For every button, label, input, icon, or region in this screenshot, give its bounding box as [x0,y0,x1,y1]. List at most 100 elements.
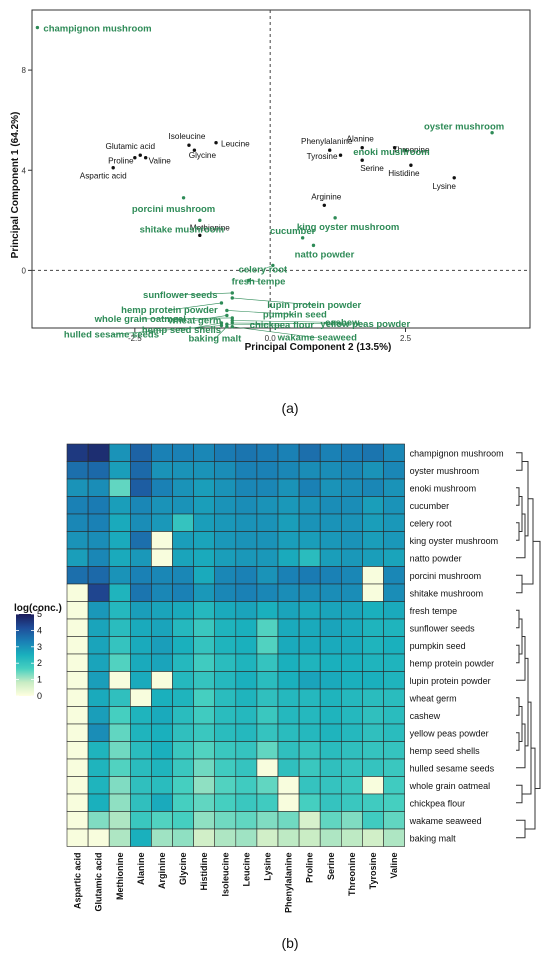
label-shitake-mushroom: shitake mushroom [140,224,224,235]
cell-cashew-methionine [108,706,131,725]
cell-baking-malt-glutamic-acid [87,828,110,847]
cell-pumpkin-seed-phenylalanine [277,636,300,655]
cell-chickpea-flour-alanine [130,793,152,812]
cell-chickpea-flour-tyrosine [362,793,384,812]
cell-enoki-mushroom-methionine [108,478,131,497]
point-enoki-mushroom [403,148,408,152]
cell-hemp-seed-shells-threonine [340,741,363,760]
cell-hemp-seed-shells-histidine [193,741,216,760]
cell-enoki-mushroom-isoleucine [214,478,237,497]
cell-enoki-mushroom-phenylalanine [277,478,300,497]
cell-natto-powder-threonine [340,548,363,567]
cell-wheat-germ-threonine [340,688,363,707]
cell-wakame-seaweed-phenylalanine [277,811,300,830]
cell-hulled-sesame-seeds-threonine [340,758,363,777]
cell-chickpea-flour-isoleucine [214,793,237,812]
cell-fresh-tempe-isoleucine [214,601,237,620]
cell-wakame-seaweed-glycine [172,811,194,830]
dendro-branch [522,701,532,795]
row-label-celery-root: celery root [410,518,453,528]
cell-hemp-seed-shells-leucine [235,741,258,760]
cell-natto-powder-alanine [130,548,152,567]
cell-lupin-protein-powder-glycine [172,671,194,690]
cell-lupin-protein-powder-alanine [130,671,152,690]
row-label-pumpkin-seed: pumpkin seed [410,641,466,651]
column-label-proline: Proline [305,853,315,884]
cell-wheat-germ-isoleucine [214,688,237,707]
cell-baking-malt-tyrosine [362,828,384,847]
cell-hemp-protein-powder-alanine [130,653,152,672]
cell-celery-root-leucine [235,513,258,532]
x-tick-label: -2.5 [128,334,142,343]
row-label-baking-malt: baking malt [410,833,457,843]
cell-whole-grain-oatmeal-tyrosine [362,776,384,795]
legend-tick-label: 1 [37,675,42,685]
dendro-branch [516,487,520,506]
cell-yellow-peas-powder-tyrosine [362,723,384,742]
cell-fresh-tempe-arginine [151,601,173,620]
label-cucumber: cucumber [270,226,316,237]
row-label-enoki-mushroom: enoki mushroom [410,483,477,493]
cell-enoki-mushroom-arginine [151,478,173,497]
cell-cucumber-arginine [151,496,173,515]
column-label-aspartic-acid: Aspartic acid [73,853,83,910]
cell-yellow-peas-powder-glutamic-acid [87,723,110,742]
cell-champignon-mushroom-valine [383,443,405,462]
dendro-branch [516,697,520,716]
cell-porcini-mushroom-aspartic-acid [66,566,89,585]
cell-fresh-tempe-glutamic-acid [87,601,110,620]
cell-hemp-protein-powder-proline [298,653,321,672]
label-leucine: Leucine [221,140,250,149]
cell-wakame-seaweed-methionine [108,811,131,830]
cell-hemp-seed-shells-phenylalanine [277,741,300,760]
cell-fresh-tempe-tyrosine [362,601,384,620]
cell-lupin-protein-powder-tyrosine [362,671,384,690]
dendro-branch [516,819,526,839]
cell-cashew-glutamic-acid [87,706,110,725]
cell-champignon-mushroom-glycine [172,443,194,462]
row-label-hemp-protein-powder: hemp protein powder [410,658,495,668]
cell-cucumber-leucine [235,496,258,515]
cell-hemp-seed-shells-glutamic-acid [87,741,110,760]
point-whole-grain-oatmeal [230,316,234,320]
x-tick-label: 0.0 [265,334,277,343]
cell-wakame-seaweed-tyrosine [362,811,384,830]
column-label-threonine: Threonine [347,853,357,897]
cell-baking-malt-methionine [108,828,131,847]
cell-wheat-germ-valine [383,688,405,707]
column-label-valine: Valine [389,853,399,879]
cell-oyster-mushroom-aspartic-acid [66,461,89,480]
cell-fresh-tempe-glycine [172,601,194,620]
connector-sunflower-seeds [180,292,233,296]
cell-celery-root-tyrosine [362,513,384,532]
label-proline: Proline [108,157,134,166]
cell-hemp-protein-powder-glutamic-acid [87,653,110,672]
label-glutamic-acid: Glutamic acid [105,142,155,151]
connector-celery-root [262,265,273,270]
cell-celery-root-threonine [340,513,363,532]
cell-wheat-germ-lysine [256,688,279,707]
cell-wakame-seaweed-leucine [235,811,258,830]
cell-wakame-seaweed-aspartic-acid [66,811,89,830]
cell-porcini-mushroom-arginine [151,566,173,585]
cell-king-oyster-mushroom-methionine [108,531,131,550]
cell-oyster-mushroom-alanine [130,461,152,480]
cell-fresh-tempe-phenylalanine [277,601,300,620]
point-porcini-mushroom [181,196,186,200]
cell-hemp-protein-powder-histidine [193,653,216,672]
cell-pumpkin-seed-proline [298,636,321,655]
pca-x-axis-label: Principal Component 2 (13.5%) [245,342,392,353]
cell-whole-grain-oatmeal-leucine [235,776,258,795]
cell-lupin-protein-powder-proline [298,671,321,690]
dendro-branch [516,574,523,594]
cell-hulled-sesame-seeds-isoleucine [214,758,237,777]
cell-hemp-protein-powder-valine [383,653,405,672]
cell-yellow-peas-powder-phenylalanine [277,723,300,742]
label-valine: Valine [149,157,172,166]
cell-sunflower-seeds-glycine [172,618,194,637]
cell-hemp-seed-shells-valine [383,741,405,760]
cell-champignon-mushroom-phenylalanine [277,443,300,462]
cell-chickpea-flour-valine [383,793,405,812]
cell-wheat-germ-serine [319,688,342,707]
